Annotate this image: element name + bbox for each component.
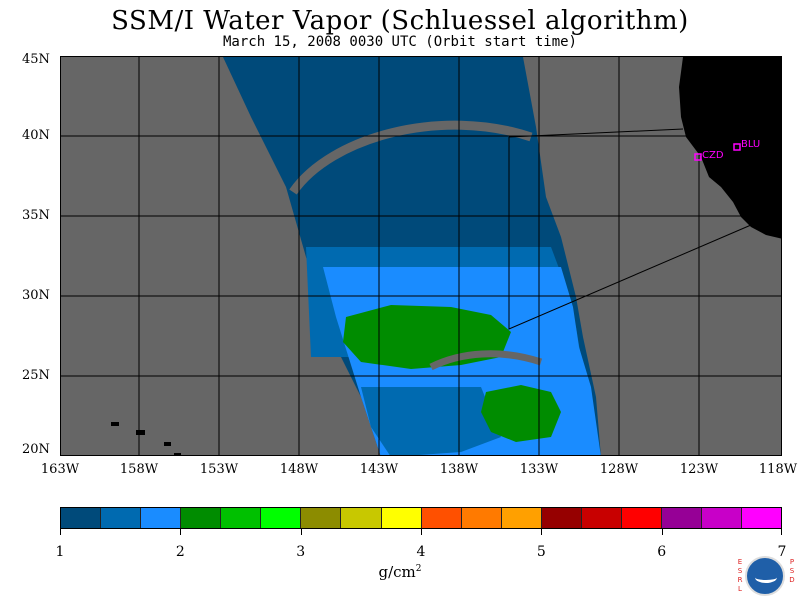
station-czd-label: CZD	[702, 150, 724, 161]
lat-label-25n: 25N	[22, 368, 50, 383]
map-title: SSM/I Water Vapor (Schluessel algorithm)	[111, 6, 689, 36]
colorbar-cell	[742, 508, 782, 528]
colorbar-tick-mark	[661, 529, 663, 535]
colorbar-tick-mark	[180, 529, 182, 535]
colorbar	[60, 507, 782, 529]
lon-label-148w: 148W	[279, 462, 319, 477]
units-superscript: 2	[415, 564, 422, 574]
colorbar-tick-label: 1	[55, 544, 65, 560]
water-vapor-map: CZD BLU	[60, 56, 782, 456]
no-data-arc-south	[429, 350, 543, 371]
colorbar-tick-mark	[541, 529, 543, 535]
colorbar-tick-label: 7	[777, 544, 787, 560]
lon-label-158w: 158W	[119, 462, 159, 477]
colorbar-cell	[581, 508, 622, 528]
green-patch-south	[481, 385, 561, 442]
lon-label-143w: 143W	[359, 462, 399, 477]
lon-label-118w: 118W	[758, 462, 798, 477]
track-line	[508, 137, 752, 330]
map-canvas: CZD BLU	[61, 57, 781, 455]
lat-lon-grid	[61, 57, 781, 455]
track-line	[508, 128, 684, 138]
colorbar-tick-label: 5	[536, 544, 546, 560]
colorbar-cell	[661, 508, 702, 528]
island	[111, 422, 119, 426]
noaa-emblem-icon	[745, 556, 785, 596]
colorbar-cell	[421, 508, 462, 528]
lon-label-128w: 128W	[599, 462, 639, 477]
colorbar-tick-mark	[781, 529, 782, 535]
colorbar-tick-label: 3	[296, 544, 306, 560]
lon-label-138w: 138W	[439, 462, 479, 477]
station-blu-marker	[733, 143, 741, 151]
colorbar-cell	[101, 508, 142, 528]
lon-label-163w: 163W	[40, 462, 80, 477]
colorbar-tick-label: 4	[416, 544, 426, 560]
colorbar-cell	[301, 508, 342, 528]
land-mass	[679, 57, 781, 239]
lat-label-20n: 20N	[22, 442, 50, 457]
colorbar-cell	[261, 508, 302, 528]
colorbar-cell	[621, 508, 662, 528]
station-blu-label: BLU	[741, 139, 760, 150]
colorbar-cell	[341, 508, 382, 528]
station-czd-marker	[694, 153, 702, 161]
colorbar-tick-label: 2	[175, 544, 185, 560]
colorbar-tick-mark	[421, 529, 422, 535]
colorbar-cell	[221, 508, 262, 528]
lon-label-123w: 123W	[679, 462, 719, 477]
island	[164, 442, 171, 446]
colorbar-units: g/cm2	[0, 563, 800, 581]
colorbar-cell	[61, 508, 102, 528]
units-text: g/cm	[378, 563, 416, 581]
colorbar-cell	[702, 508, 743, 528]
lat-label-30n: 30N	[22, 288, 50, 303]
colorbar-cell	[461, 508, 502, 528]
lon-label-133w: 133W	[519, 462, 559, 477]
island	[136, 430, 145, 435]
colorbar-tick-mark	[60, 529, 61, 535]
green-patch-north	[343, 305, 511, 369]
colorbar-cell	[181, 508, 222, 528]
lon-label-153w: 153W	[199, 462, 239, 477]
colorbar-cell	[501, 508, 542, 528]
colorbar-cell	[381, 508, 422, 528]
colorbar-tick-label: 6	[657, 544, 667, 560]
island	[174, 453, 181, 455]
swath-mid-blue-2	[361, 387, 501, 455]
map-subtitle: March 15, 2008 0030 UTC (Orbit start tim…	[222, 34, 577, 50]
lat-label-35n: 35N	[22, 208, 50, 223]
no-data-arc-north	[289, 120, 533, 195]
lat-label-40n: 40N	[22, 128, 50, 143]
lat-label-45n: 45N	[22, 52, 50, 67]
colorbar-cell	[541, 508, 582, 528]
colorbar-tick-mark	[300, 529, 302, 535]
colorbar-cell	[141, 508, 182, 528]
